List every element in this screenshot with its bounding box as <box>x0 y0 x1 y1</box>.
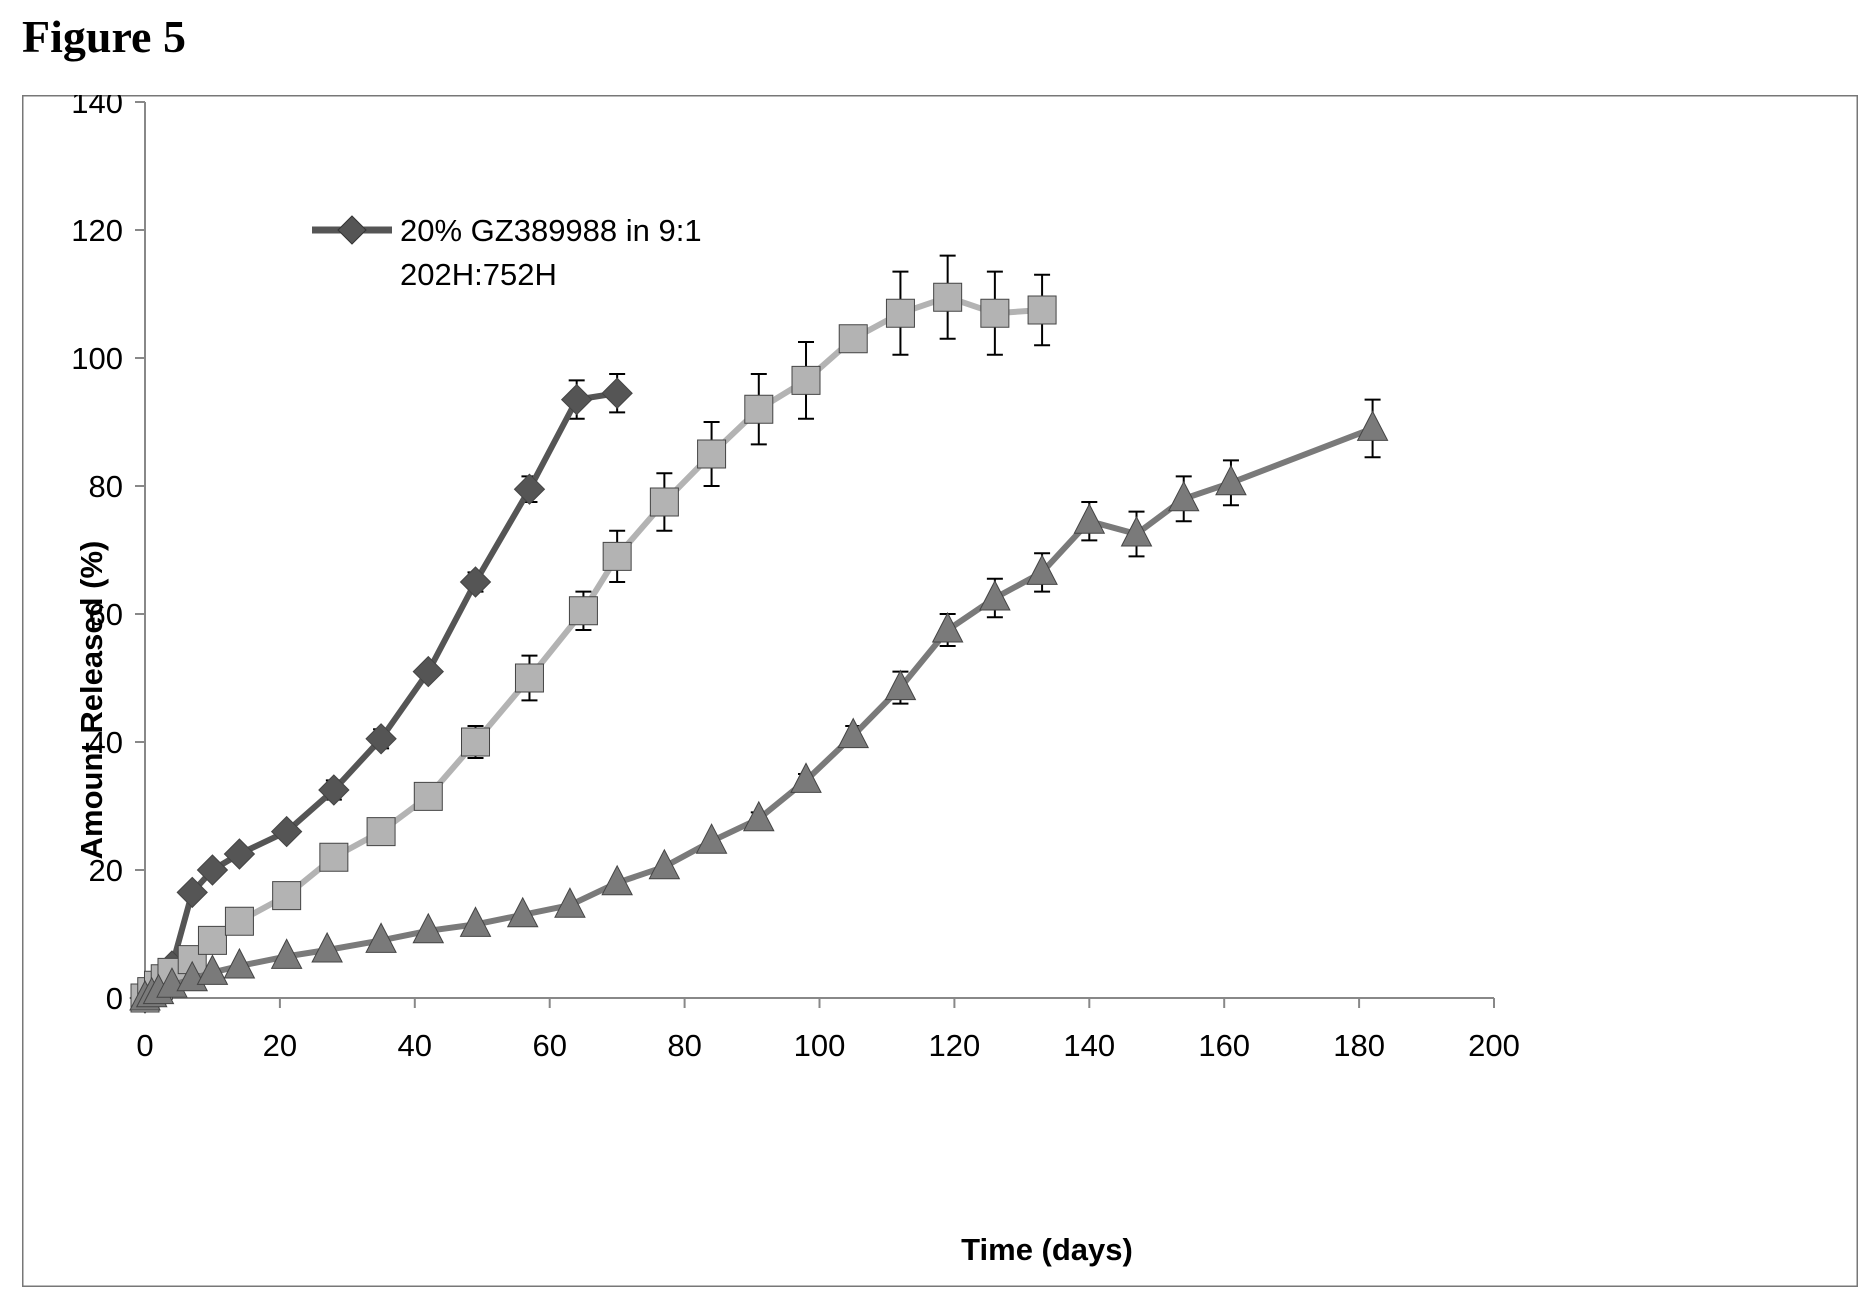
data-point-diamond <box>601 377 633 409</box>
data-point-square <box>649 487 679 517</box>
y-axis-label: Amount Released (%) <box>74 541 109 860</box>
data-point-square <box>744 394 774 424</box>
x-tick-label: 80 <box>667 1028 701 1063</box>
data-point-diamond <box>459 566 492 598</box>
figure-title: Figure 5 <box>22 11 186 62</box>
data-point-square <box>197 925 227 955</box>
data-point-triangle <box>270 938 303 969</box>
data-point-square <box>791 365 821 395</box>
data-point-diamond <box>513 473 546 505</box>
data-point-triangle <box>837 717 870 749</box>
data-point-diamond <box>560 383 593 416</box>
chart-border <box>21 94 1858 1288</box>
data-point-square <box>568 596 598 626</box>
x-tick-label: 100 <box>794 1028 846 1063</box>
x-tick-label: 120 <box>929 1028 981 1063</box>
series-layer <box>129 254 1389 1014</box>
x-tick-label: 140 <box>1063 1028 1115 1063</box>
data-point-square <box>697 439 727 469</box>
x-tick-label: 160 <box>1198 1028 1250 1063</box>
data-point-triangle <box>1073 503 1106 534</box>
data-point-triangle <box>1356 410 1389 441</box>
y-tick-label: 80 <box>89 469 123 504</box>
data-point-triangle <box>412 912 445 944</box>
y-tick-label: 0 <box>106 981 123 1016</box>
x-axis-label: Time (days) <box>961 1232 1133 1267</box>
data-point-square <box>602 541 632 571</box>
data-point-triangle <box>1120 515 1153 547</box>
data-point-triangle <box>979 579 1011 611</box>
data-point-square <box>885 298 915 328</box>
data-point-triangle <box>601 864 633 896</box>
y-tick-label: 100 <box>71 341 123 376</box>
x-tick-label: 0 <box>136 1028 153 1063</box>
legend-entry-line2: 202H:752H <box>400 257 557 292</box>
x-tick-label: 200 <box>1468 1028 1520 1063</box>
series-triangle <box>129 398 1389 1011</box>
y-tick-label: 60 <box>89 597 123 632</box>
y-tick-label: 120 <box>71 213 123 248</box>
data-point-square <box>319 842 349 872</box>
x-tick-label: 60 <box>532 1028 566 1063</box>
data-point-square <box>838 324 868 354</box>
data-point-square <box>1027 295 1057 325</box>
release-chart: 0 20 40 60 80 100 120 140 0 20 40 60 80 100 120 140 160 1… <box>21 85 1858 1288</box>
data-point-diamond <box>223 838 256 870</box>
data-point-triangle <box>196 954 229 985</box>
data-point-diamond <box>365 723 397 755</box>
data-point-square <box>272 881 302 911</box>
data-point-triangle <box>1215 464 1247 496</box>
axes: 0 20 40 60 80 100 120 140 0 20 40 60 80 100 120 140 160 1… <box>71 85 1520 1063</box>
data-point-diamond <box>176 876 208 909</box>
data-point-triangle <box>554 887 586 918</box>
y-tick-label: 20 <box>89 853 123 888</box>
data-point-square <box>366 817 396 847</box>
data-point-triangle <box>790 762 822 793</box>
data-point-triangle <box>884 669 917 701</box>
data-point-triangle <box>1167 480 1200 512</box>
data-point-triangle <box>223 947 256 979</box>
legend: 20% GZ389988 in 9:1 202H:752H <box>312 213 702 292</box>
y-tick-label: 40 <box>89 725 123 760</box>
legend-entry-line1: 20% GZ389988 in 9:1 <box>400 213 702 248</box>
data-point-triangle <box>365 922 397 953</box>
data-point-triangle <box>695 823 728 854</box>
data-point-square <box>514 663 544 693</box>
x-tick-label: 180 <box>1333 1028 1385 1063</box>
data-point-square <box>413 781 443 811</box>
data-point-triangle <box>931 611 964 643</box>
data-point-diamond <box>412 655 444 688</box>
x-tick-label: 40 <box>398 1028 432 1063</box>
data-point-square <box>980 298 1010 328</box>
data-point-triangle <box>648 848 681 880</box>
data-point-diamond <box>196 854 229 886</box>
data-point-square <box>933 282 963 312</box>
data-point-diamond <box>318 774 350 806</box>
data-point-triangle <box>1026 554 1058 585</box>
data-point-square <box>224 906 254 936</box>
data-point-square <box>461 727 491 757</box>
x-tick-label: 20 <box>263 1028 297 1063</box>
data-point-triangle <box>459 906 492 937</box>
y-tick-label: 140 <box>71 95 123 120</box>
chart-frame: 0 20 40 60 80 100 120 140 0 20 40 60 80 100 120 140 160 1… <box>21 85 1858 1288</box>
data-point-triangle <box>742 800 775 832</box>
data-point-triangle <box>506 896 539 928</box>
data-point-diamond <box>270 815 303 848</box>
data-point-triangle <box>311 931 343 963</box>
legend-diamond-marker <box>337 215 367 245</box>
